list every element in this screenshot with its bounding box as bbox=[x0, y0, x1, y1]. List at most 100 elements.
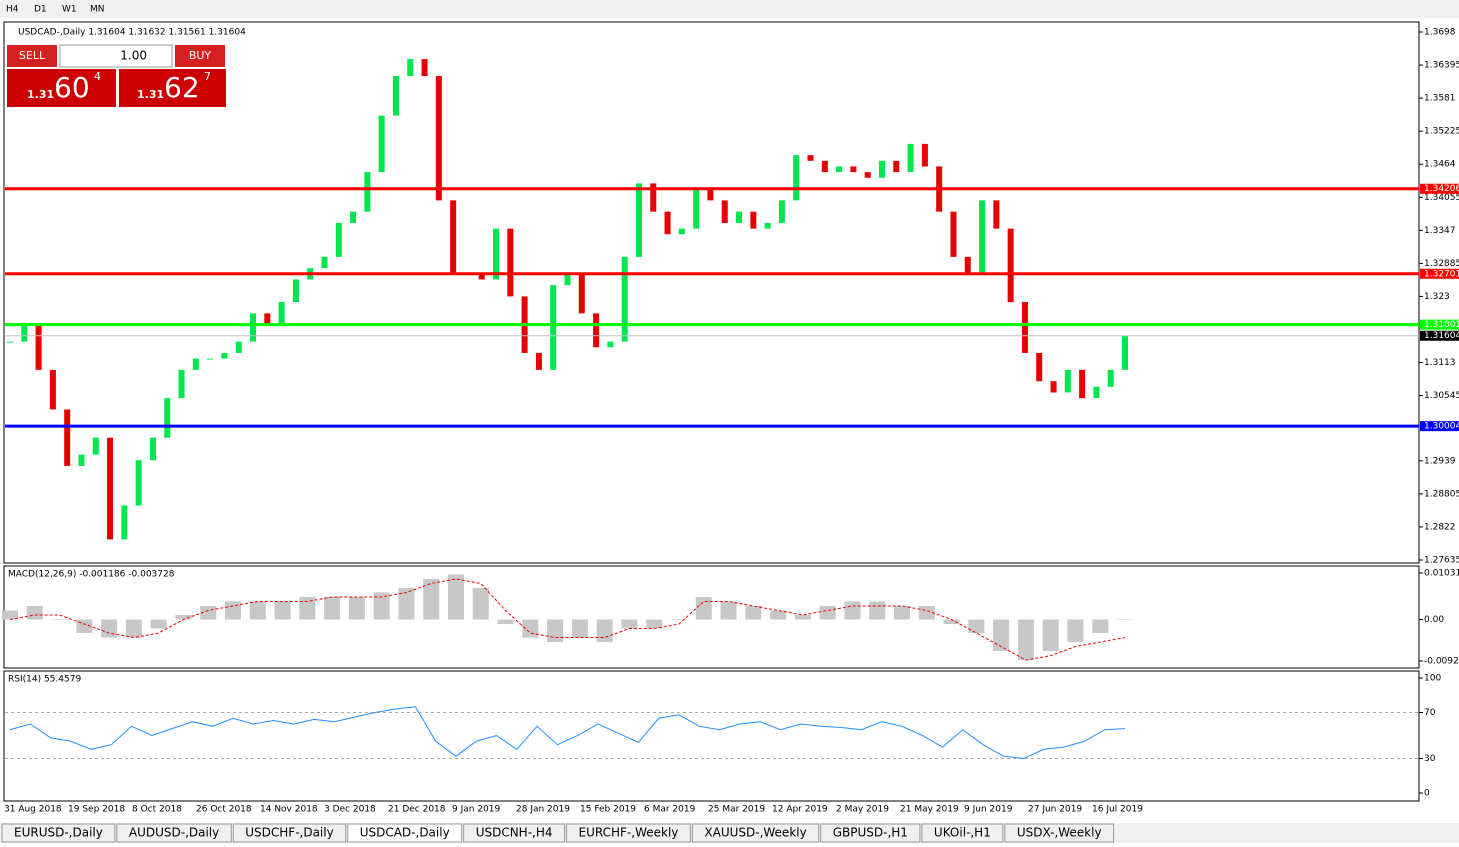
y-tick-label: 0.010311 bbox=[1424, 569, 1459, 579]
tab-label[interactable]: EURUSD-,Daily bbox=[14, 826, 103, 840]
tab[interactable] bbox=[1, 823, 116, 843]
volume-input[interactable] bbox=[59, 44, 173, 68]
macd-bar bbox=[373, 592, 390, 620]
ask-box[interactable] bbox=[119, 69, 226, 107]
macd-bar bbox=[2, 610, 18, 620]
candle bbox=[407, 59, 414, 77]
x-tick-label: 21 Dec 2018 bbox=[388, 805, 446, 815]
trade-panel: SELL 1.00 BUY 1.31 60 4 1.31 62 7 bbox=[7, 44, 226, 107]
y-tick-label: 1.2822 bbox=[1424, 522, 1456, 532]
tab-label[interactable]: GBPUSD-,H1 bbox=[833, 826, 908, 840]
y-tick-label: 1.35225 bbox=[1424, 127, 1459, 137]
candle bbox=[49, 369, 56, 410]
macd-bar bbox=[819, 605, 836, 620]
macd-bar bbox=[150, 619, 167, 629]
tab[interactable] bbox=[691, 823, 820, 843]
macd-title: MACD(12,26,9) -0.001186 -0.003728 bbox=[8, 570, 175, 580]
candle bbox=[836, 166, 843, 173]
candle bbox=[564, 273, 571, 286]
y-tick-label: 1.30545 bbox=[1424, 391, 1459, 401]
tab[interactable] bbox=[820, 823, 921, 843]
candle bbox=[693, 189, 700, 229]
macd-bar bbox=[1042, 619, 1059, 652]
timeframe[interactable]: W1 bbox=[62, 5, 77, 15]
candle bbox=[192, 358, 199, 370]
macd-bar bbox=[249, 601, 266, 620]
ask-sup: 7 bbox=[204, 70, 211, 83]
candle bbox=[1079, 369, 1086, 399]
y-tick-label: 1.28805 bbox=[1424, 489, 1459, 499]
macd-bar bbox=[1067, 619, 1084, 643]
tab[interactable] bbox=[463, 823, 566, 843]
tab[interactable] bbox=[232, 823, 347, 843]
y-tick-label: 1.32885 bbox=[1424, 259, 1459, 269]
tab[interactable] bbox=[347, 823, 463, 843]
macd-bar bbox=[348, 596, 365, 620]
candle bbox=[392, 76, 399, 116]
candle bbox=[450, 200, 457, 274]
candle bbox=[121, 505, 128, 540]
y-tick-label: 1.27635 bbox=[1424, 556, 1459, 566]
candle bbox=[207, 358, 214, 360]
macd-bar bbox=[869, 601, 886, 620]
x-tick-label: 27 Jun 2019 bbox=[1028, 805, 1082, 815]
tab-label[interactable]: USDX-,Weekly bbox=[1017, 826, 1102, 840]
candle bbox=[593, 313, 600, 348]
y-tick-label: 70 bbox=[1424, 708, 1436, 718]
macd-bar bbox=[497, 619, 514, 625]
candle bbox=[921, 143, 928, 167]
y-tick-label: 0 bbox=[1424, 789, 1430, 799]
macd-bar bbox=[522, 619, 539, 638]
candle bbox=[292, 279, 299, 303]
bid-prefix: 1.31 bbox=[27, 88, 54, 101]
macd-bar bbox=[844, 601, 861, 620]
sell-button[interactable] bbox=[7, 45, 57, 67]
tab-label[interactable]: USDCNH-,H4 bbox=[476, 826, 553, 840]
timeframe[interactable]: D1 bbox=[34, 5, 47, 15]
tab[interactable] bbox=[1004, 823, 1115, 843]
tab[interactable] bbox=[921, 823, 1004, 843]
candle bbox=[164, 398, 171, 438]
candle bbox=[635, 183, 642, 257]
rsi-panel bbox=[3, 670, 1420, 802]
tab-label[interactable]: EURCHF-,Weekly bbox=[579, 826, 679, 840]
tab-label[interactable]: USDCHF-,Daily bbox=[245, 826, 333, 840]
tab-label[interactable]: USDCAD-,Daily bbox=[360, 826, 450, 840]
y-tick-label: 30 bbox=[1424, 754, 1436, 764]
candle bbox=[149, 437, 156, 461]
macd-bar bbox=[324, 596, 341, 620]
macd-bar bbox=[274, 601, 291, 620]
level-tag bbox=[1420, 421, 1459, 432]
x-tick-label: 21 May 2019 bbox=[900, 805, 959, 815]
candle bbox=[893, 160, 900, 173]
candle bbox=[1122, 335, 1128, 370]
macd-bar bbox=[968, 619, 985, 634]
x-tick-label: 19 Sep 2018 bbox=[68, 805, 125, 815]
macd-bar bbox=[448, 574, 464, 620]
candle bbox=[864, 172, 871, 178]
timeframe[interactable]: MN bbox=[90, 5, 105, 15]
candle bbox=[678, 228, 685, 235]
candle bbox=[721, 200, 728, 223]
candle bbox=[778, 200, 785, 223]
x-tick-label: 25 Mar 2019 bbox=[708, 805, 765, 815]
y-tick-label: 0.00 bbox=[1424, 615, 1444, 625]
candle bbox=[1107, 369, 1114, 387]
candle bbox=[993, 200, 1000, 229]
timeframe[interactable]: H4 bbox=[6, 5, 19, 15]
tab-label[interactable]: UKOil-,H1 bbox=[934, 826, 991, 840]
macd-bar bbox=[398, 587, 415, 620]
macd-bar bbox=[1017, 619, 1034, 661]
y-tick-label: 1.2939 bbox=[1424, 456, 1456, 466]
bid-box[interactable] bbox=[7, 69, 116, 107]
buy-button[interactable] bbox=[175, 45, 225, 67]
tab[interactable] bbox=[116, 823, 232, 843]
tab[interactable] bbox=[566, 823, 691, 843]
tab-label[interactable]: XAUUSD-,Weekly bbox=[704, 826, 806, 840]
candle bbox=[1036, 352, 1043, 382]
tab-label[interactable]: AUDUSD-,Daily bbox=[129, 826, 219, 840]
rsi-line bbox=[9, 706, 1126, 760]
candle bbox=[850, 166, 857, 173]
candle bbox=[1021, 302, 1028, 353]
